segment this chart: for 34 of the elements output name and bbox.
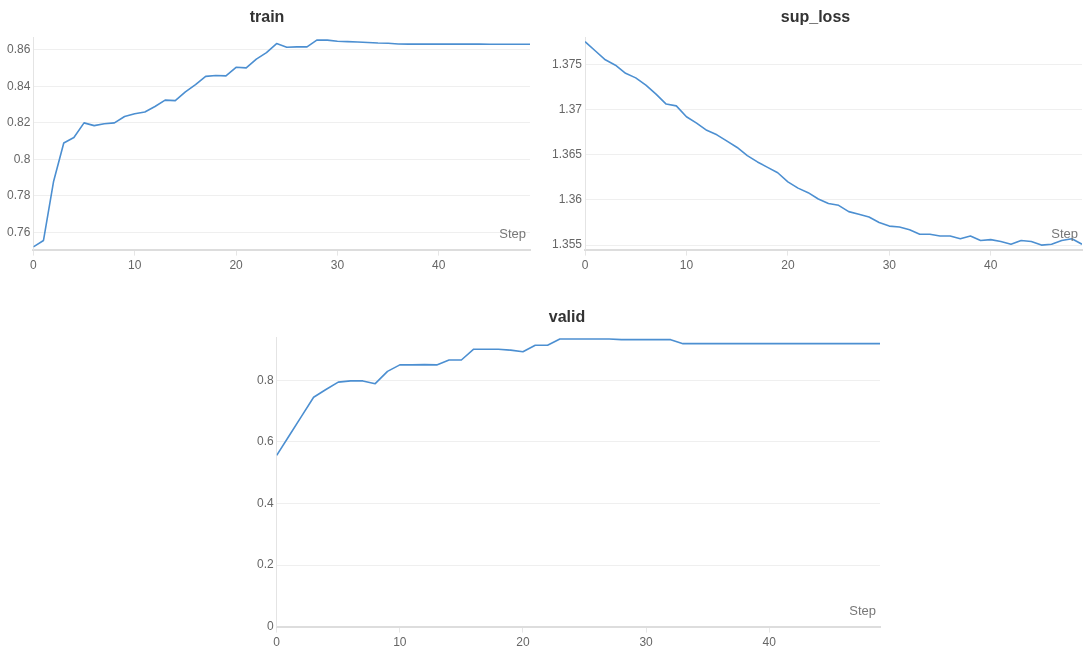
y-tick-label: 0.8	[256, 372, 274, 387]
x-tick-label: 40	[432, 258, 446, 273]
y-tick-label: 0.86	[7, 42, 31, 57]
y-tick-label: 1.355	[552, 237, 583, 252]
x-tick-label: 20	[516, 635, 530, 650]
y-tick-label: 0.84	[7, 78, 31, 93]
y-tick-label: 0.8	[13, 151, 31, 166]
y-tick-label: 0.6	[256, 434, 274, 449]
y-tick-label: 0.2	[256, 557, 274, 572]
x-tick-label: 10	[128, 258, 142, 273]
y-tick-label: 1.365	[552, 147, 583, 162]
y-tick-label: 1.36	[558, 192, 583, 207]
x-axis-title: Step	[499, 225, 526, 241]
y-tick-label: 1.375	[552, 56, 583, 71]
x-tick-label: 30	[330, 258, 345, 273]
x-axis-title: Step	[849, 602, 876, 618]
chart-title: valid	[548, 308, 586, 326]
x-tick-label: 10	[393, 635, 407, 650]
y-tick-label: 0.78	[7, 188, 31, 203]
x-axis-title: Step	[1051, 225, 1078, 241]
x-tick-label: 10	[679, 258, 694, 273]
x-tick-label: 30	[639, 635, 654, 650]
chart-title: sup_loss	[780, 8, 851, 26]
y-tick-label: 0.4	[256, 495, 274, 510]
y-tick-label: 0.76	[7, 224, 31, 239]
x-tick-label: 40	[762, 635, 777, 650]
y-tick-label: 1.37	[558, 101, 583, 116]
x-tick-label: 30	[882, 258, 897, 273]
x-tick-label: 40	[984, 258, 998, 273]
x-tick-label: 20	[781, 258, 795, 273]
y-tick-label: 0.82	[7, 115, 31, 130]
chart-title: train	[249, 8, 285, 26]
y-tick-label: 0	[266, 618, 274, 633]
x-tick-label: 20	[229, 258, 244, 273]
